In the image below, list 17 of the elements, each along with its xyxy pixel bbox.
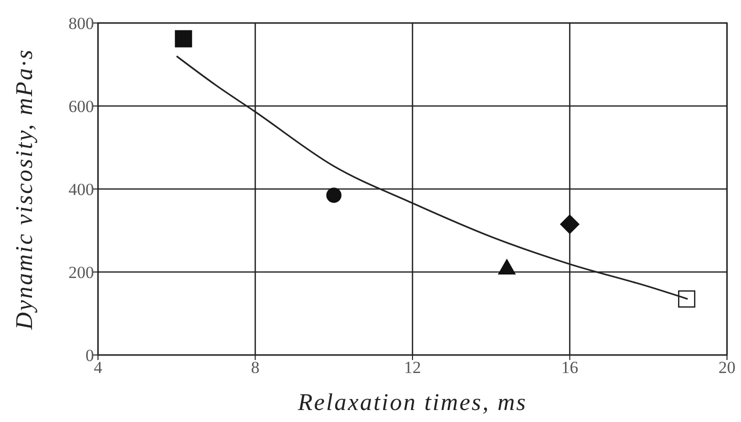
- y-tick-label: 200: [68, 262, 94, 282]
- point: [326, 188, 342, 203]
- point: [174, 30, 192, 48]
- x-tick-label: 20: [718, 358, 736, 377]
- point: [560, 214, 580, 234]
- y-tick-label: 600: [68, 96, 94, 116]
- point: [498, 259, 516, 274]
- point: [678, 290, 696, 308]
- x-tick-label: 8: [251, 358, 260, 377]
- y-tick-label: 400: [68, 180, 94, 199]
- y-tick-label: 800: [68, 14, 94, 33]
- y-tick-label: 0: [86, 346, 94, 365]
- x-tick-label: 12: [404, 358, 421, 377]
- x-axis-title: Relaxation times, ms: [296, 390, 528, 416]
- y-axis-title: Dynamic viscosity, mPa·s: [12, 48, 38, 331]
- x-tick-label: 4: [94, 358, 103, 377]
- x-tick-label: 16: [561, 358, 578, 377]
